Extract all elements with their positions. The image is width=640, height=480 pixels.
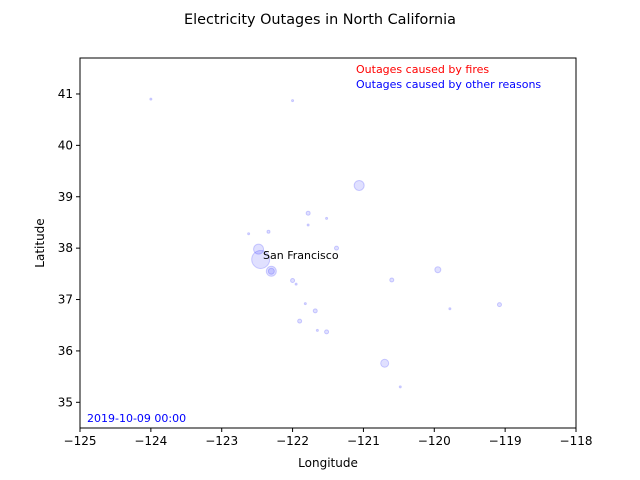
x-tick-label: −119 (489, 434, 522, 448)
y-axis-ticks: 35 36 37 38 39 40 41 (58, 87, 80, 409)
outage-point (448, 307, 452, 311)
x-tick-label: −118 (560, 434, 593, 448)
x-axis-label: Longitude (298, 456, 358, 470)
outage-point (353, 179, 365, 191)
outage-point (325, 216, 329, 220)
outage-point (265, 265, 277, 277)
outage-point (315, 328, 319, 332)
outage-point (251, 249, 271, 269)
legend-entry-fires: Outages caused by fires (356, 63, 489, 76)
x-tick-label: −124 (134, 434, 167, 448)
x-tick-label: −122 (276, 434, 309, 448)
outage-point (253, 243, 265, 255)
y-tick-label: 39 (58, 190, 73, 204)
x-tick-label: −121 (347, 434, 380, 448)
outage-point (324, 329, 330, 335)
outage-point (290, 278, 296, 284)
outage-point (305, 210, 311, 216)
outage-point (434, 266, 442, 274)
outage-point (312, 308, 318, 314)
x-tick-label: −125 (64, 434, 97, 448)
plot-frame (79, 57, 577, 429)
outage-point (496, 302, 502, 308)
y-tick-label: 40 (58, 138, 73, 152)
chart-title: Electricity Outages in North California (184, 12, 456, 28)
y-tick-label: 36 (58, 344, 73, 358)
x-tick-label: −120 (418, 434, 451, 448)
outage-point (398, 385, 402, 389)
outage-point (306, 223, 310, 227)
y-tick-label: 35 (58, 395, 73, 409)
outage-point (267, 267, 275, 275)
outage-point (389, 277, 395, 283)
y-tick-label: 37 (58, 293, 73, 307)
outage-point (380, 358, 390, 368)
outage-point (291, 99, 295, 103)
points-layer (149, 97, 502, 389)
outage-point (266, 229, 271, 234)
outage-point (334, 245, 340, 251)
outage-point (297, 318, 303, 324)
x-tick-label: −123 (205, 434, 238, 448)
timestamp-label: 2019-10-09 00:00 (87, 412, 186, 425)
san-francisco-annotation: San Francisco (263, 249, 339, 262)
outage-point (303, 302, 307, 306)
y-tick-label: 38 (58, 241, 73, 255)
outage-point (294, 282, 298, 286)
legend-entry-other: Outages caused by other reasons (356, 78, 541, 91)
y-tick-label: 41 (58, 87, 73, 101)
x-axis-ticks: −125 −124 −123 −122 −121 −120 −119 −118 (64, 428, 593, 448)
outage-point (247, 232, 251, 236)
y-axis-label: Latitude (33, 218, 47, 267)
outage-point (149, 97, 153, 101)
